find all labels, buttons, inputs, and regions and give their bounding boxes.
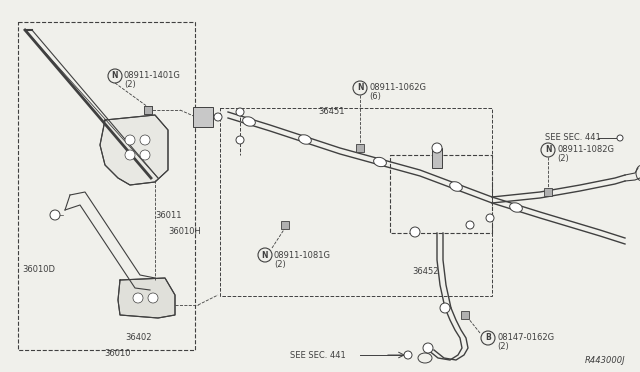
Bar	[281, 221, 289, 229]
Circle shape	[440, 303, 450, 313]
Bar	[356, 144, 364, 152]
Ellipse shape	[374, 157, 387, 167]
Circle shape	[466, 221, 474, 229]
Text: N: N	[545, 145, 551, 154]
Text: 08911-1081G: 08911-1081G	[274, 250, 331, 260]
Bar	[144, 106, 152, 114]
Text: 36011: 36011	[155, 211, 182, 219]
Bar	[18, 22, 195, 350]
Circle shape	[410, 227, 420, 237]
Ellipse shape	[243, 117, 255, 126]
Text: (2): (2)	[124, 80, 136, 90]
Text: 36452: 36452	[412, 267, 438, 276]
Circle shape	[140, 135, 150, 145]
Circle shape	[486, 214, 494, 222]
Ellipse shape	[450, 182, 462, 191]
Circle shape	[148, 293, 158, 303]
Text: SEE SEC. 441: SEE SEC. 441	[290, 350, 346, 359]
Text: 36010D: 36010D	[22, 266, 55, 275]
Text: N: N	[112, 71, 118, 80]
Text: (2): (2)	[274, 260, 285, 269]
Bar	[220, 108, 492, 296]
Ellipse shape	[509, 203, 522, 212]
Ellipse shape	[299, 135, 311, 144]
Bar	[432, 148, 442, 168]
Text: B: B	[485, 334, 491, 343]
Circle shape	[432, 143, 442, 153]
Circle shape	[404, 351, 412, 359]
Text: 36010: 36010	[105, 349, 131, 357]
Text: 36402: 36402	[125, 333, 152, 341]
Text: 08147-0162G: 08147-0162G	[497, 334, 554, 343]
Circle shape	[236, 136, 244, 144]
Circle shape	[50, 210, 60, 220]
Circle shape	[423, 343, 433, 353]
Text: (2): (2)	[557, 154, 569, 164]
Text: 36010H: 36010H	[168, 228, 201, 237]
Circle shape	[140, 150, 150, 160]
Circle shape	[133, 293, 143, 303]
Polygon shape	[100, 115, 168, 185]
Text: N: N	[262, 250, 268, 260]
Bar	[461, 311, 469, 319]
Circle shape	[214, 113, 222, 121]
Circle shape	[236, 108, 244, 116]
Text: 08911-1082G: 08911-1082G	[557, 145, 614, 154]
Circle shape	[617, 135, 623, 141]
Text: (2): (2)	[497, 343, 509, 352]
Bar	[390, 155, 492, 233]
Text: (6): (6)	[369, 93, 381, 102]
Text: 08911-1401G: 08911-1401G	[124, 71, 181, 80]
Circle shape	[125, 150, 135, 160]
Text: SEE SEC. 441: SEE SEC. 441	[545, 134, 601, 142]
Circle shape	[125, 135, 135, 145]
Bar	[193, 107, 213, 127]
Text: 08911-1062G: 08911-1062G	[369, 83, 426, 93]
Text: R443000J: R443000J	[584, 356, 625, 365]
Bar	[544, 188, 552, 196]
Text: N: N	[356, 83, 364, 93]
Text: 36451: 36451	[318, 108, 344, 116]
Bar	[144, 106, 152, 114]
Polygon shape	[118, 278, 175, 318]
